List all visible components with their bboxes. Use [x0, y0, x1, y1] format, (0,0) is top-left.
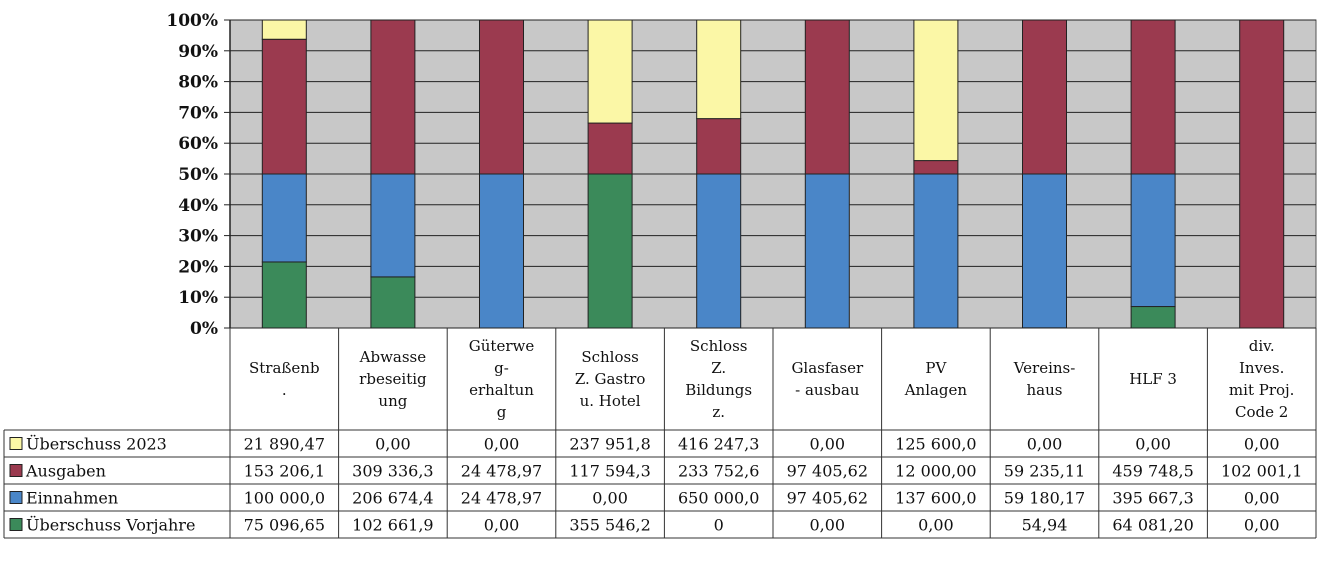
y-tick-label: 90%	[178, 42, 218, 62]
legend-label: Ausgaben	[25, 462, 106, 481]
category-label: div. Inves. mit Proj. Code 2	[1229, 337, 1295, 421]
category-label: Güterwe g-erhaltun g	[469, 337, 535, 421]
table-cell: 650 000,0	[678, 489, 759, 508]
table-cell: 75 096,65	[244, 516, 325, 535]
table-cell: 0,00	[484, 435, 520, 454]
table-cell: 54,94	[1022, 516, 1068, 535]
table-cell: 64 081,20	[1112, 516, 1193, 535]
table-cell: 102 001,1	[1221, 462, 1302, 481]
bar-segment	[587, 173, 633, 329]
legend-label: Überschuss 2023	[26, 434, 167, 454]
table-cell: 97 405,62	[787, 489, 868, 508]
category-label: Schloss Z. Gastro u. Hotel	[575, 348, 646, 410]
table-cell: 125 600,0	[895, 435, 976, 454]
bar-segment	[1022, 173, 1067, 329]
table-cell: 0,00	[1244, 516, 1280, 535]
legend-swatch	[9, 464, 23, 477]
table-cell: 0,00	[809, 435, 845, 454]
bar-segment	[913, 160, 959, 175]
bar-segment	[913, 19, 959, 162]
category-label: PV Anlagen	[904, 359, 968, 399]
table-cell: 0,00	[1135, 435, 1171, 454]
table-cell: 0,00	[809, 516, 845, 535]
bar-segment	[1130, 306, 1176, 329]
table-cell: 309 336,3	[352, 462, 433, 481]
y-tick-label: 20%	[178, 257, 218, 277]
table-cell: 24 478,97	[461, 462, 542, 481]
table-cell: 100 000,0	[244, 489, 325, 508]
bar-segment	[804, 19, 850, 175]
table-cell: 459 748,5	[1112, 462, 1193, 481]
bar-segment	[261, 38, 307, 175]
legend-swatch	[9, 437, 23, 450]
table-cell: 0,00	[1244, 435, 1280, 454]
category-label: HLF 3	[1129, 370, 1177, 388]
table-cell: 355 546,2	[569, 516, 650, 535]
table-cell: 12 000,00	[895, 462, 976, 481]
category-label: Straßenb.	[249, 359, 320, 399]
bar-segment	[913, 173, 959, 329]
table-cell: 59 235,11	[1004, 462, 1085, 481]
table-cell: 206 674,4	[352, 489, 433, 508]
y-tick-label: 0%	[190, 319, 218, 339]
legend-label: Überschuss Vorjahre	[26, 515, 195, 535]
category-label: Abwasse rbeseitig ung	[359, 348, 427, 410]
y-tick-label: 50%	[178, 165, 218, 185]
category-label: Vereins-haus	[1013, 359, 1076, 399]
category-label: Glasfaser - ausbau	[791, 359, 863, 399]
table-cell: 117 594,3	[569, 462, 650, 481]
y-tick-label: 70%	[178, 103, 218, 123]
table-cell: 137 600,0	[895, 489, 976, 508]
bar-segment	[1130, 19, 1176, 175]
bar-segment	[479, 19, 524, 175]
table-cell: 0	[714, 516, 724, 535]
table-cell: 153 206,1	[244, 462, 325, 481]
y-tick-label: 100%	[166, 11, 218, 31]
y-axis: 100% 90% 80% 70% 60% 50% 40% 30% 20% 10% 0%	[166, 11, 231, 339]
bar-segment	[261, 173, 307, 263]
table-cell: 233 752,6	[678, 462, 759, 481]
category-label: Schloss Z. Bildungs z.	[685, 337, 752, 421]
data-table: Straßenb . Abwasse rbeseitig ung Güterwe g-erh…	[3, 328, 1317, 539]
y-tick-label: 10%	[178, 288, 218, 308]
bar-segment	[370, 19, 416, 175]
y-tick-label: 80%	[178, 73, 218, 93]
bar-segment	[696, 118, 742, 175]
bar-segment	[804, 173, 850, 329]
table-cell: 0,00	[484, 516, 520, 535]
y-tick-label: 40%	[178, 196, 218, 216]
legend-label: Einnahmen	[26, 489, 118, 508]
table-cell: 59 180,17	[1004, 489, 1085, 508]
table-cell: 24 478,97	[461, 489, 542, 508]
table-cell: 0,00	[918, 516, 954, 535]
table-cell: 102 661,9	[352, 516, 433, 535]
table-cell: 395 667,3	[1112, 489, 1193, 508]
bar-segment	[261, 19, 307, 40]
bar-segment	[696, 173, 742, 329]
bar-segment	[1239, 19, 1285, 329]
table-cell: 0,00	[1027, 435, 1063, 454]
bar-segment	[261, 261, 307, 329]
bar-segment	[370, 173, 416, 278]
table-cell: 237 951,8	[569, 435, 650, 454]
bar-segment	[587, 19, 633, 124]
legend-swatch	[9, 518, 23, 531]
table-cell: 416 247,3	[678, 435, 759, 454]
bar-segment	[370, 276, 416, 329]
bar-segment	[1130, 173, 1176, 308]
bar-segment	[696, 19, 742, 120]
table-cell: 21 890,47	[244, 435, 325, 454]
table-cell: 0,00	[375, 435, 411, 454]
bar-segment	[479, 173, 524, 329]
y-tick-label: 60%	[178, 134, 218, 154]
table-cell: 97 405,62	[787, 462, 868, 481]
bars	[261, 19, 1285, 329]
bar-segment	[587, 122, 633, 175]
legend-swatch	[9, 491, 23, 504]
bar-segment	[1022, 19, 1067, 175]
y-tick-label: 30%	[178, 227, 218, 247]
table-cell: 0,00	[592, 489, 628, 508]
table-cell: 0,00	[1244, 489, 1280, 508]
